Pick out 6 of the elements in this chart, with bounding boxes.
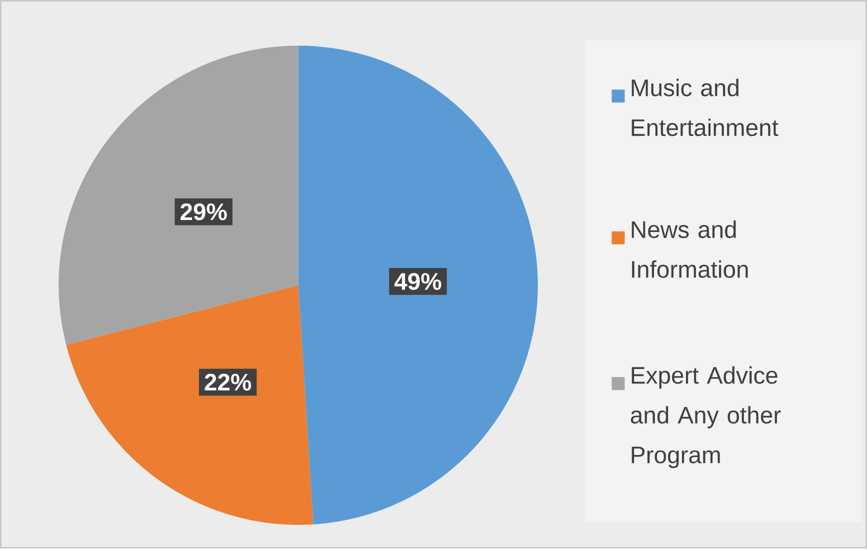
data-label: 22% (204, 374, 252, 391)
data-label: 29% (180, 204, 227, 220)
legend-label: Music and Entertainment (632, 79, 778, 136)
legend-label: News and Information (632, 220, 748, 278)
legend-label: Expert Advice and Any other Program (630, 366, 781, 468)
data-label: 49% (394, 273, 442, 290)
